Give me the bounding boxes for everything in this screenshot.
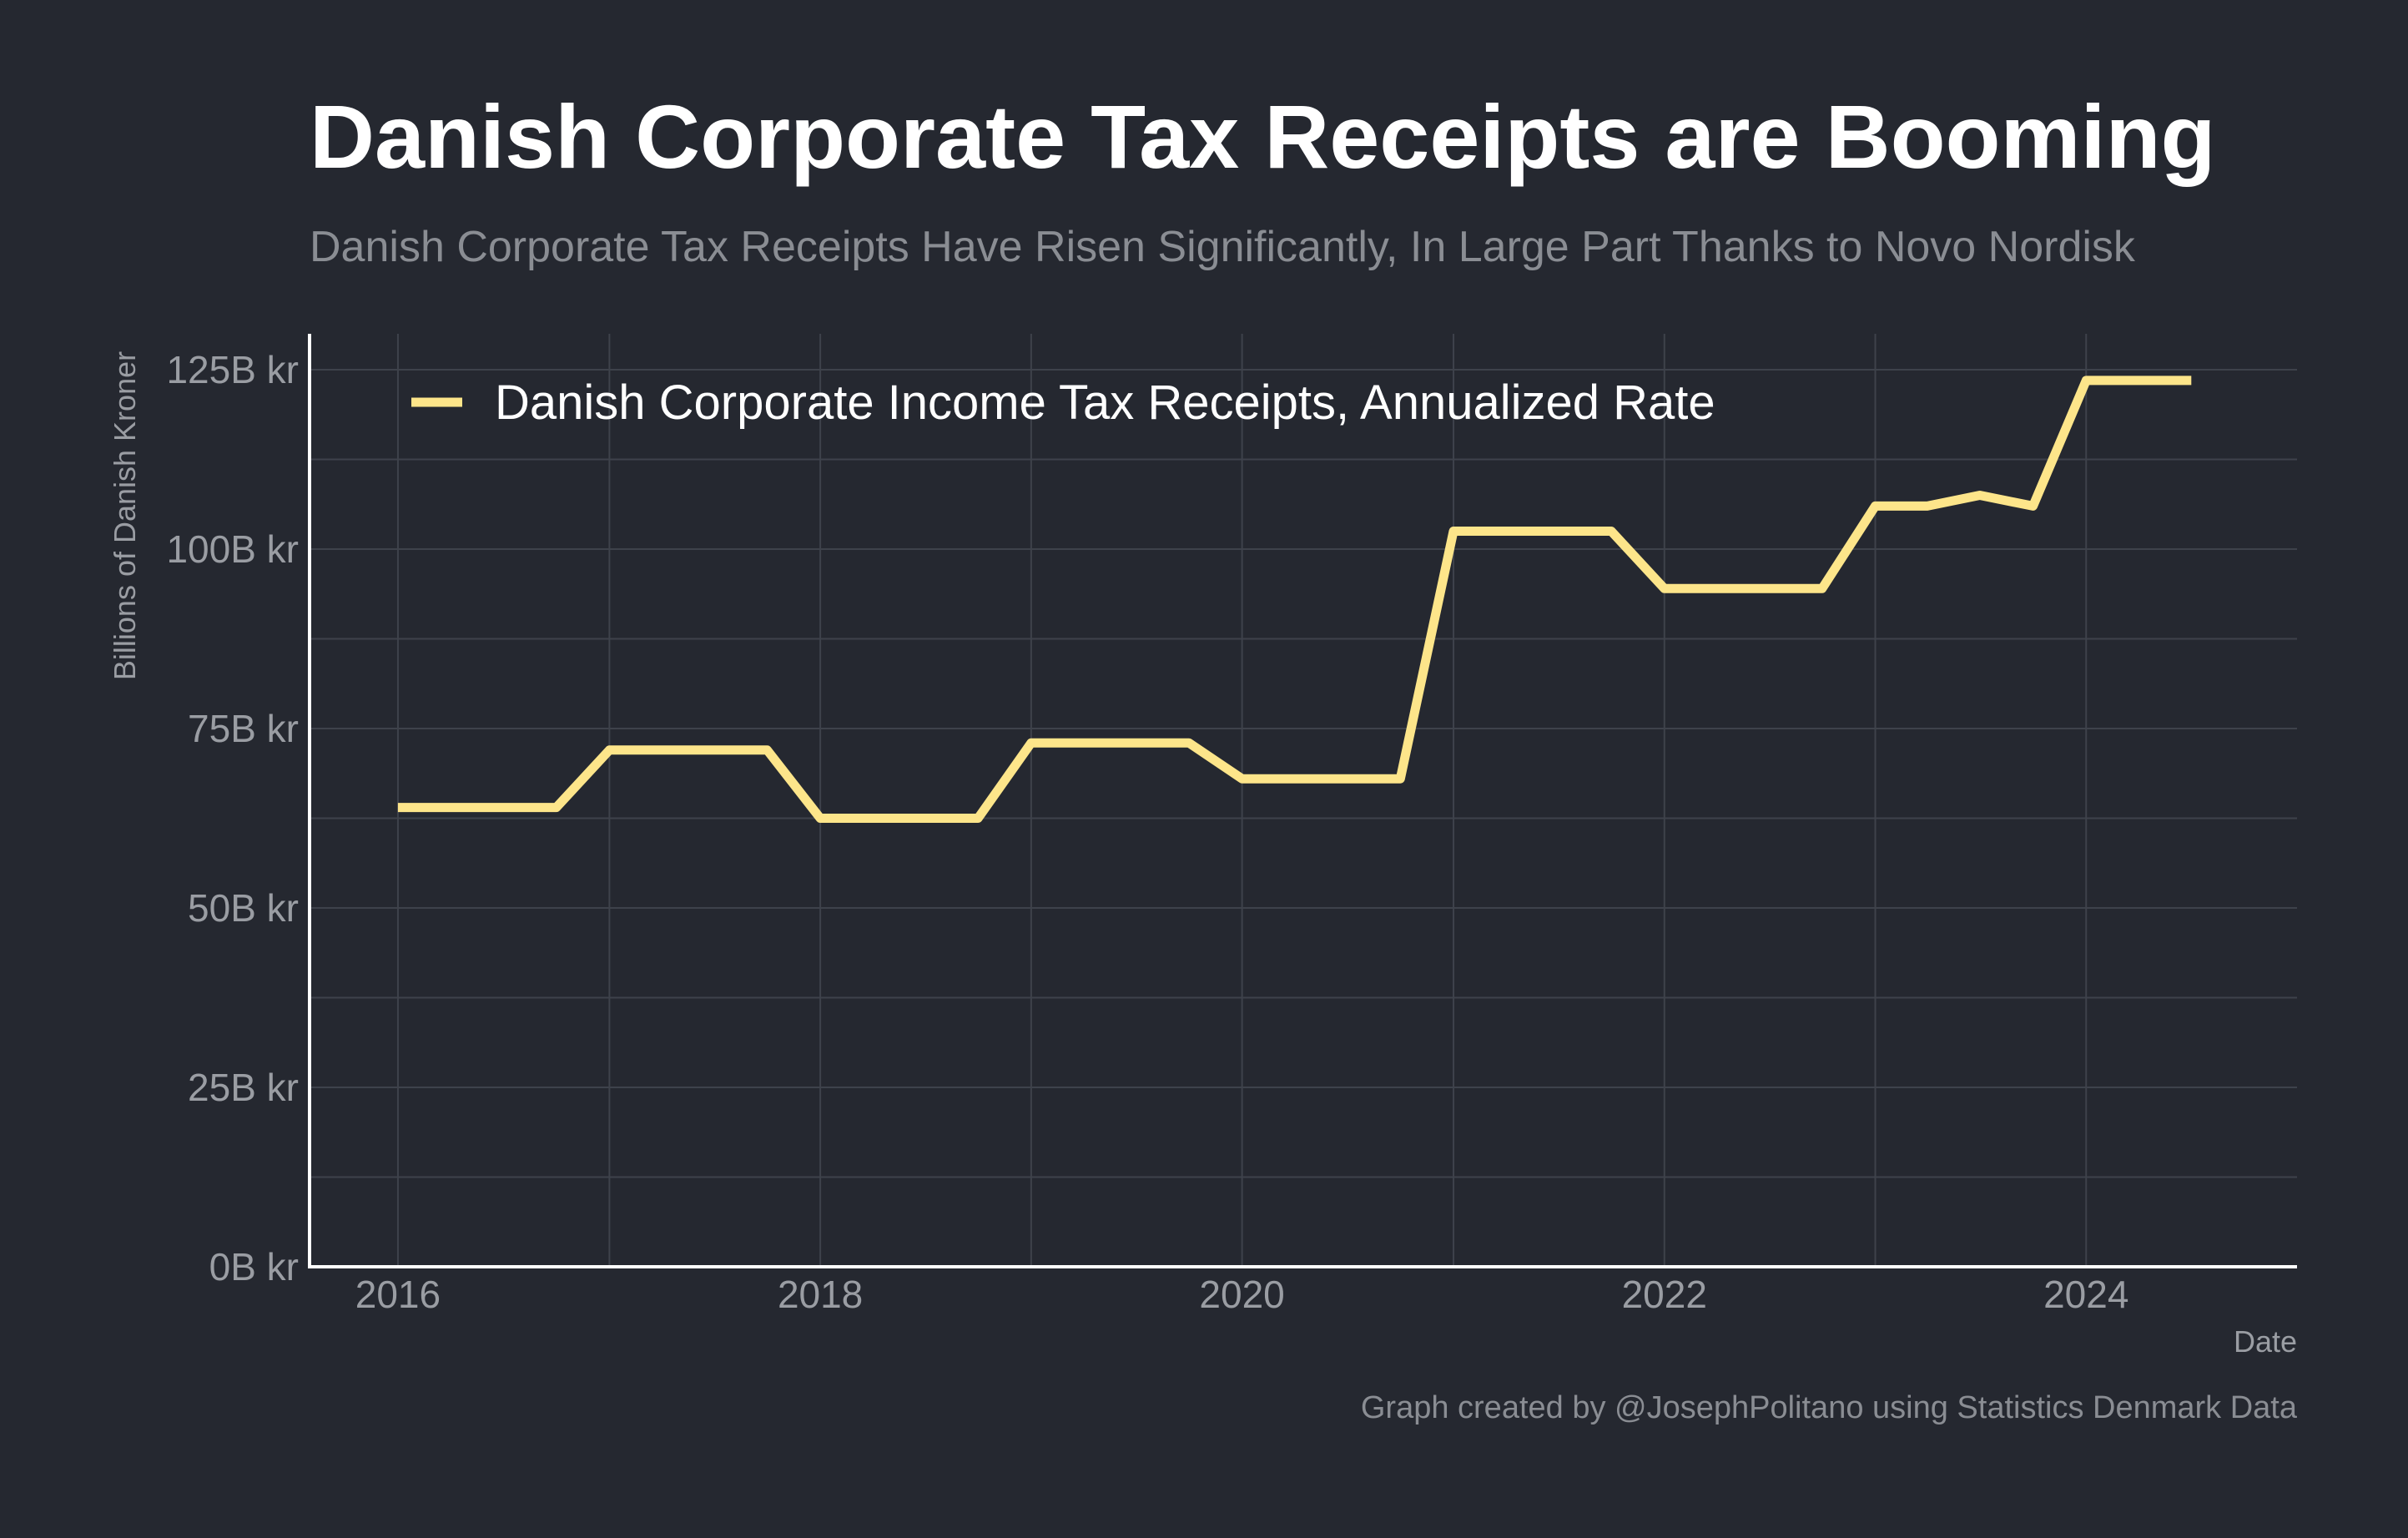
legend: Danish Corporate Income Tax Receipts, An… <box>411 376 1715 430</box>
gridlines <box>310 334 2297 1268</box>
legend-label: Danish Corporate Income Tax Receipts, An… <box>495 376 1715 430</box>
chart-subtitle: Danish Corporate Tax Receipts Have Risen… <box>310 223 2135 271</box>
y-tick-label: 25B kr <box>188 1066 299 1109</box>
y-tick-label: 100B kr <box>166 527 299 571</box>
x-tick-label: 2020 <box>1199 1273 1284 1316</box>
chart-title: Danish Corporate Tax Receipts are Boomin… <box>310 86 2216 187</box>
series-line <box>397 376 2192 823</box>
x-tick-label: 2024 <box>2043 1273 2128 1316</box>
y-tick-label: 0B kr <box>209 1245 299 1288</box>
y-axis-title: Billions of Danish Kroner <box>108 351 142 680</box>
x-tick-label: 2018 <box>778 1273 863 1316</box>
x-axis-title: Date <box>2234 1324 2297 1359</box>
y-tick-label: 125B kr <box>166 348 299 391</box>
chart-caption: Graph created by @JosephPolitano using S… <box>1360 1390 2297 1425</box>
axes <box>308 334 2297 1268</box>
series-layer <box>397 376 2192 823</box>
x-tick-label: 2016 <box>355 1273 441 1316</box>
x-tick-label: 2022 <box>1622 1273 1707 1316</box>
y-tick-label: 75B kr <box>188 707 299 750</box>
y-tick-label: 50B kr <box>188 886 299 930</box>
tick-labels: 0B kr 25B kr 50B kr 75B kr 100B kr 125B kr 201… <box>166 348 2128 1316</box>
